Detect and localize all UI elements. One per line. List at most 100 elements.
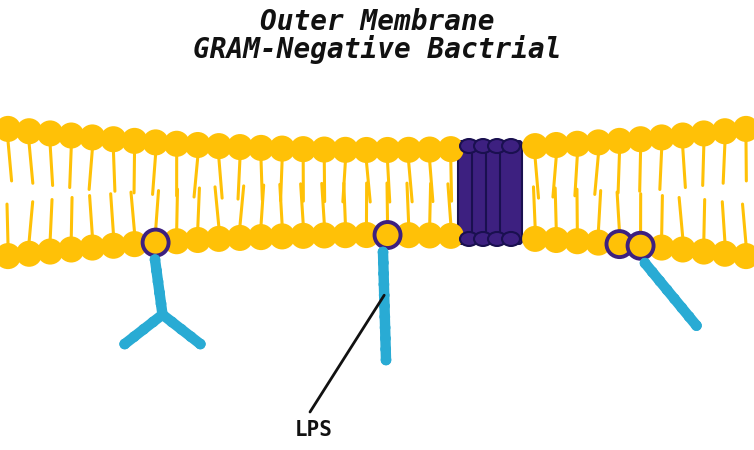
Circle shape — [713, 119, 737, 143]
Circle shape — [185, 133, 210, 157]
Circle shape — [312, 224, 336, 248]
Circle shape — [662, 285, 672, 295]
Circle shape — [566, 229, 590, 253]
Circle shape — [380, 312, 390, 322]
Circle shape — [379, 279, 389, 289]
Circle shape — [164, 132, 188, 156]
Circle shape — [129, 332, 139, 342]
Circle shape — [671, 238, 694, 261]
Circle shape — [439, 137, 463, 161]
Circle shape — [143, 130, 167, 154]
Circle shape — [650, 235, 673, 260]
Ellipse shape — [488, 232, 506, 246]
Circle shape — [228, 135, 252, 159]
Circle shape — [379, 301, 390, 311]
Circle shape — [0, 117, 20, 141]
Circle shape — [380, 323, 390, 333]
Circle shape — [734, 244, 754, 268]
Circle shape — [207, 227, 231, 251]
Circle shape — [176, 324, 186, 334]
Circle shape — [354, 138, 379, 162]
Circle shape — [381, 355, 391, 365]
Circle shape — [158, 310, 167, 320]
Circle shape — [640, 258, 650, 268]
Circle shape — [397, 223, 421, 247]
Ellipse shape — [460, 232, 478, 246]
Circle shape — [312, 138, 336, 162]
Circle shape — [587, 230, 611, 255]
Circle shape — [122, 232, 146, 256]
Circle shape — [167, 317, 177, 327]
Circle shape — [692, 122, 716, 145]
Circle shape — [156, 299, 166, 309]
Circle shape — [691, 320, 701, 331]
Circle shape — [158, 310, 167, 320]
Circle shape — [713, 242, 737, 266]
Circle shape — [379, 290, 389, 300]
Circle shape — [333, 223, 357, 247]
Circle shape — [692, 239, 716, 264]
Circle shape — [523, 134, 547, 158]
Circle shape — [38, 239, 62, 264]
Circle shape — [158, 310, 167, 320]
Circle shape — [185, 332, 196, 342]
Circle shape — [684, 312, 694, 322]
Circle shape — [0, 244, 20, 268]
Text: Outer Membrane: Outer Membrane — [259, 8, 495, 36]
Circle shape — [734, 117, 754, 141]
Circle shape — [627, 233, 654, 259]
Circle shape — [378, 247, 388, 257]
Text: GRAM-Negative Bactrial: GRAM-Negative Bactrial — [193, 36, 561, 64]
Circle shape — [38, 122, 62, 145]
Circle shape — [207, 134, 231, 158]
Circle shape — [270, 225, 294, 248]
Circle shape — [375, 222, 400, 248]
Circle shape — [566, 132, 590, 156]
Circle shape — [439, 224, 463, 248]
Circle shape — [150, 255, 160, 265]
Circle shape — [381, 333, 391, 343]
Circle shape — [17, 119, 41, 143]
Circle shape — [122, 129, 146, 153]
FancyBboxPatch shape — [500, 141, 522, 244]
Circle shape — [81, 126, 104, 149]
Ellipse shape — [474, 139, 492, 153]
Circle shape — [143, 230, 169, 256]
Circle shape — [291, 137, 315, 161]
Circle shape — [650, 126, 673, 149]
Circle shape — [270, 137, 294, 161]
Circle shape — [523, 227, 547, 251]
Circle shape — [228, 226, 252, 250]
Circle shape — [648, 267, 657, 277]
Circle shape — [139, 324, 149, 334]
Circle shape — [677, 303, 687, 313]
Circle shape — [397, 138, 421, 162]
Circle shape — [249, 225, 273, 249]
Circle shape — [629, 127, 652, 151]
Circle shape — [60, 238, 83, 261]
Text: LPS: LPS — [295, 420, 333, 440]
Circle shape — [608, 129, 632, 153]
Circle shape — [81, 235, 104, 260]
Ellipse shape — [502, 139, 520, 153]
Circle shape — [654, 276, 665, 286]
Circle shape — [333, 138, 357, 162]
Circle shape — [148, 317, 158, 327]
Circle shape — [354, 223, 379, 247]
Ellipse shape — [460, 139, 478, 153]
Circle shape — [544, 133, 569, 157]
Circle shape — [102, 234, 125, 258]
Circle shape — [544, 228, 569, 252]
Circle shape — [587, 130, 611, 154]
Circle shape — [291, 224, 315, 248]
Circle shape — [418, 224, 442, 248]
Circle shape — [164, 229, 188, 253]
Circle shape — [102, 127, 125, 151]
Circle shape — [379, 258, 388, 268]
Circle shape — [375, 138, 400, 162]
FancyBboxPatch shape — [458, 141, 480, 244]
Circle shape — [60, 124, 83, 148]
Circle shape — [670, 294, 679, 304]
Circle shape — [379, 269, 388, 279]
Circle shape — [153, 277, 163, 287]
